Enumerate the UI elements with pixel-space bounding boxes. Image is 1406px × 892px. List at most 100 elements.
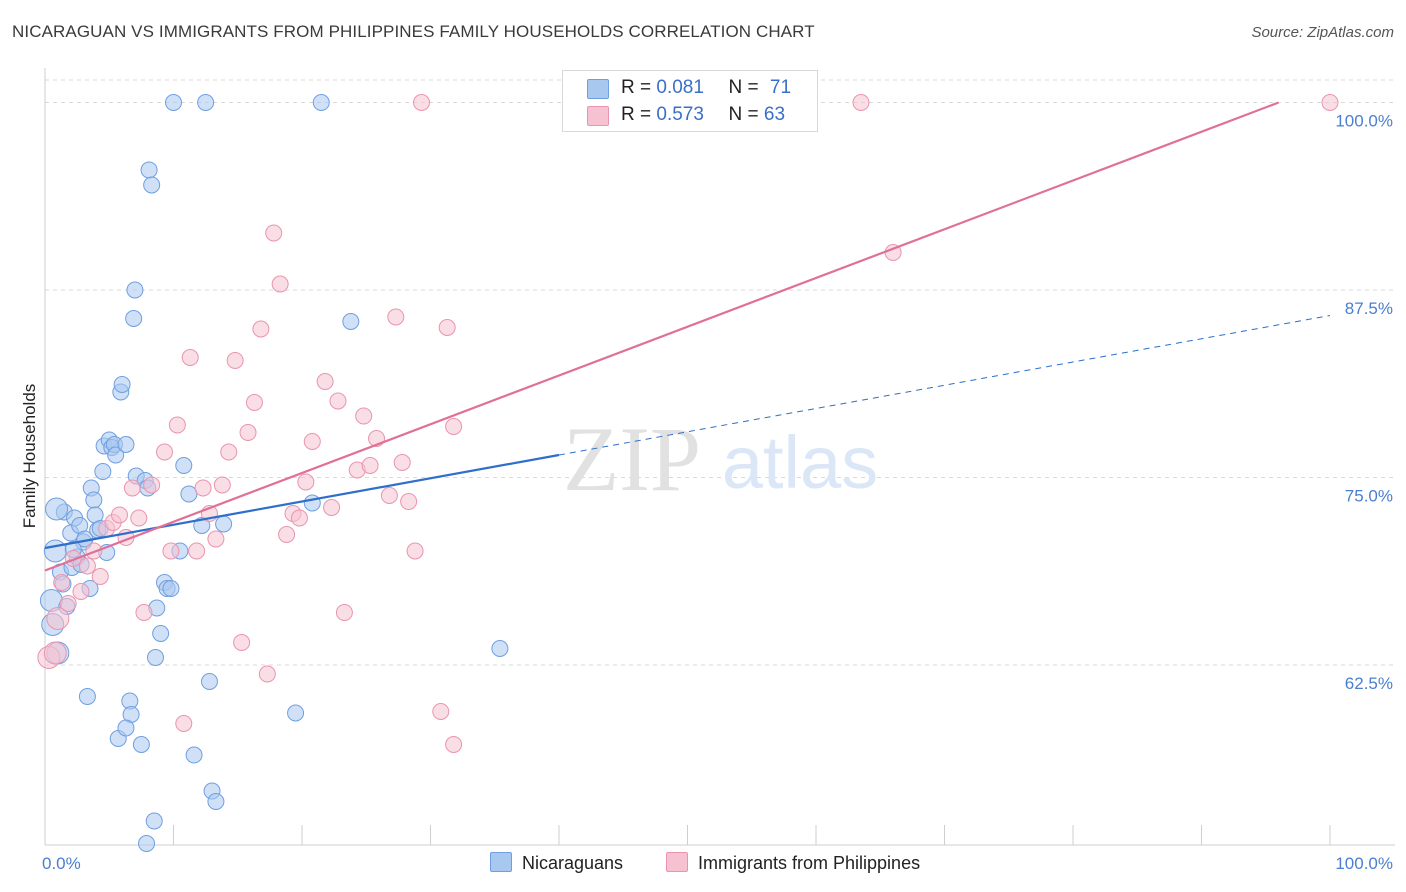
legend-r-label: R = [621, 77, 652, 98]
philippines-point [380, 487, 398, 504]
philippines-point [852, 94, 870, 111]
y-tick-label: 75.0% [1345, 487, 1393, 506]
philippines-point [135, 604, 153, 621]
philippines-point [393, 454, 411, 471]
nicaraguan-point [107, 446, 125, 464]
philippines-point [387, 308, 405, 326]
nicaraguan-point [117, 719, 135, 737]
philippines-point [329, 392, 347, 410]
philippines-point [111, 506, 129, 524]
chart-title: NICARAGUAN VS IMMIGRANTS FROM PHILIPPINE… [12, 22, 815, 41]
nicaraguan-point [303, 494, 321, 512]
nicaraguan-point [312, 94, 330, 111]
watermark-zip: ZIP [563, 408, 701, 510]
philippines-point [438, 319, 456, 336]
philippines-point [303, 433, 321, 450]
philippines-point [123, 479, 141, 497]
legend-n-value: 71 [769, 77, 792, 98]
legend-n-label: N = [728, 77, 759, 98]
nicaraguan-point [165, 94, 182, 111]
bottom-legend-swatch-pink [666, 852, 688, 872]
philippines-point [323, 499, 341, 516]
philippines-point [316, 373, 334, 390]
philippines-point [181, 349, 199, 366]
nicaraguan-trend-extension [558, 315, 1331, 456]
legend-swatch-pink [587, 106, 609, 126]
nicaraguan-point [132, 736, 150, 753]
x-tick-label-min: 0.0% [42, 854, 81, 873]
watermark-atlas: atlas [722, 421, 878, 504]
philippines-point [53, 574, 71, 591]
legend-stats-nicaraguans: R = 0.081 N = 71 [621, 77, 791, 99]
nicaraguan-point [94, 463, 112, 480]
philippines-point [130, 509, 148, 527]
philippines-point [194, 479, 212, 497]
nicaraguan-point [162, 580, 180, 597]
bottom-legend-label-nicaraguans: Nicaraguans [522, 853, 624, 873]
nicaraguan-point [117, 436, 135, 453]
nicaraguan-point [113, 376, 131, 393]
watermark: ZIP atlas [563, 408, 878, 510]
legend-swatch-blue [587, 79, 609, 99]
philippines-point [290, 509, 308, 527]
philippines-point [220, 443, 238, 461]
legend: R = 0.081 N = 71 R = 0.573 N = 63 [562, 70, 818, 132]
philippines-point [445, 418, 463, 435]
philippines-point [213, 476, 231, 494]
nicaraguan-point [287, 704, 305, 722]
philippines-point [406, 542, 424, 560]
nicaraguan-point [140, 161, 158, 179]
nicaraguan-trend-line [44, 453, 560, 550]
philippines-point [245, 394, 263, 411]
source-label: Source: ZipAtlas.com [1251, 24, 1394, 41]
philippines-point [207, 530, 225, 548]
philippines-point [91, 568, 109, 585]
legend-r-label: R = [621, 104, 652, 125]
legend-n-value: 63 [763, 104, 786, 125]
philippines-point [355, 407, 373, 425]
bottom-legend-philippines: Immigrants from Philippines [666, 852, 920, 876]
nicaraguan-point [180, 485, 198, 503]
philippines-point [64, 550, 82, 567]
nicaraguan-point [45, 497, 69, 521]
nicaraguan-point [200, 673, 218, 690]
nicaraguan-point [85, 491, 103, 509]
philippines-trend-line [44, 101, 1279, 572]
philippines-point [239, 424, 257, 441]
bottom-legend-label-philippines: Immigrants from Philippines [698, 853, 921, 873]
philippines-point [1321, 94, 1339, 111]
philippines-point [432, 703, 450, 720]
philippines-point [59, 595, 77, 612]
nicaraguan-point [215, 515, 233, 533]
legend-r-value: 0.081 [656, 77, 704, 98]
grid-lines [45, 79, 1395, 666]
philippines-point [265, 224, 283, 242]
legend-n-label: N = [728, 104, 759, 125]
philippines-point [162, 542, 180, 560]
nicaraguan-point [138, 835, 156, 852]
philippines-point [445, 736, 463, 753]
legend-stats-philippines: R = 0.573 N = 63 [621, 104, 785, 126]
x-tick-label-max: 100.0% [1335, 854, 1393, 873]
trend-lines [44, 101, 1331, 572]
nicaraguan-point [78, 688, 96, 705]
tick-labels: 62.5% 75.0% 87.5% 100.0% 0.0% 100.0% [42, 112, 1393, 874]
nicaraguan-point [147, 649, 165, 666]
nicaraguan-point [197, 94, 215, 111]
axes [44, 68, 1395, 846]
philippines-point [413, 94, 431, 111]
philippines-point [400, 493, 418, 510]
philippines-point [297, 473, 315, 491]
philippines-point [188, 542, 206, 560]
philippines-point [72, 583, 90, 600]
nicaraguan-point [126, 281, 144, 299]
philippines-point [43, 641, 67, 665]
philippines-point [143, 476, 161, 494]
bottom-legend-nicaraguans: Nicaraguans [490, 852, 623, 876]
philippines-point [258, 665, 276, 683]
philippines-point [175, 715, 193, 732]
philippines-point [252, 320, 270, 338]
legend-r-value: 0.573 [656, 104, 704, 125]
nicaraguan-point [125, 310, 143, 327]
